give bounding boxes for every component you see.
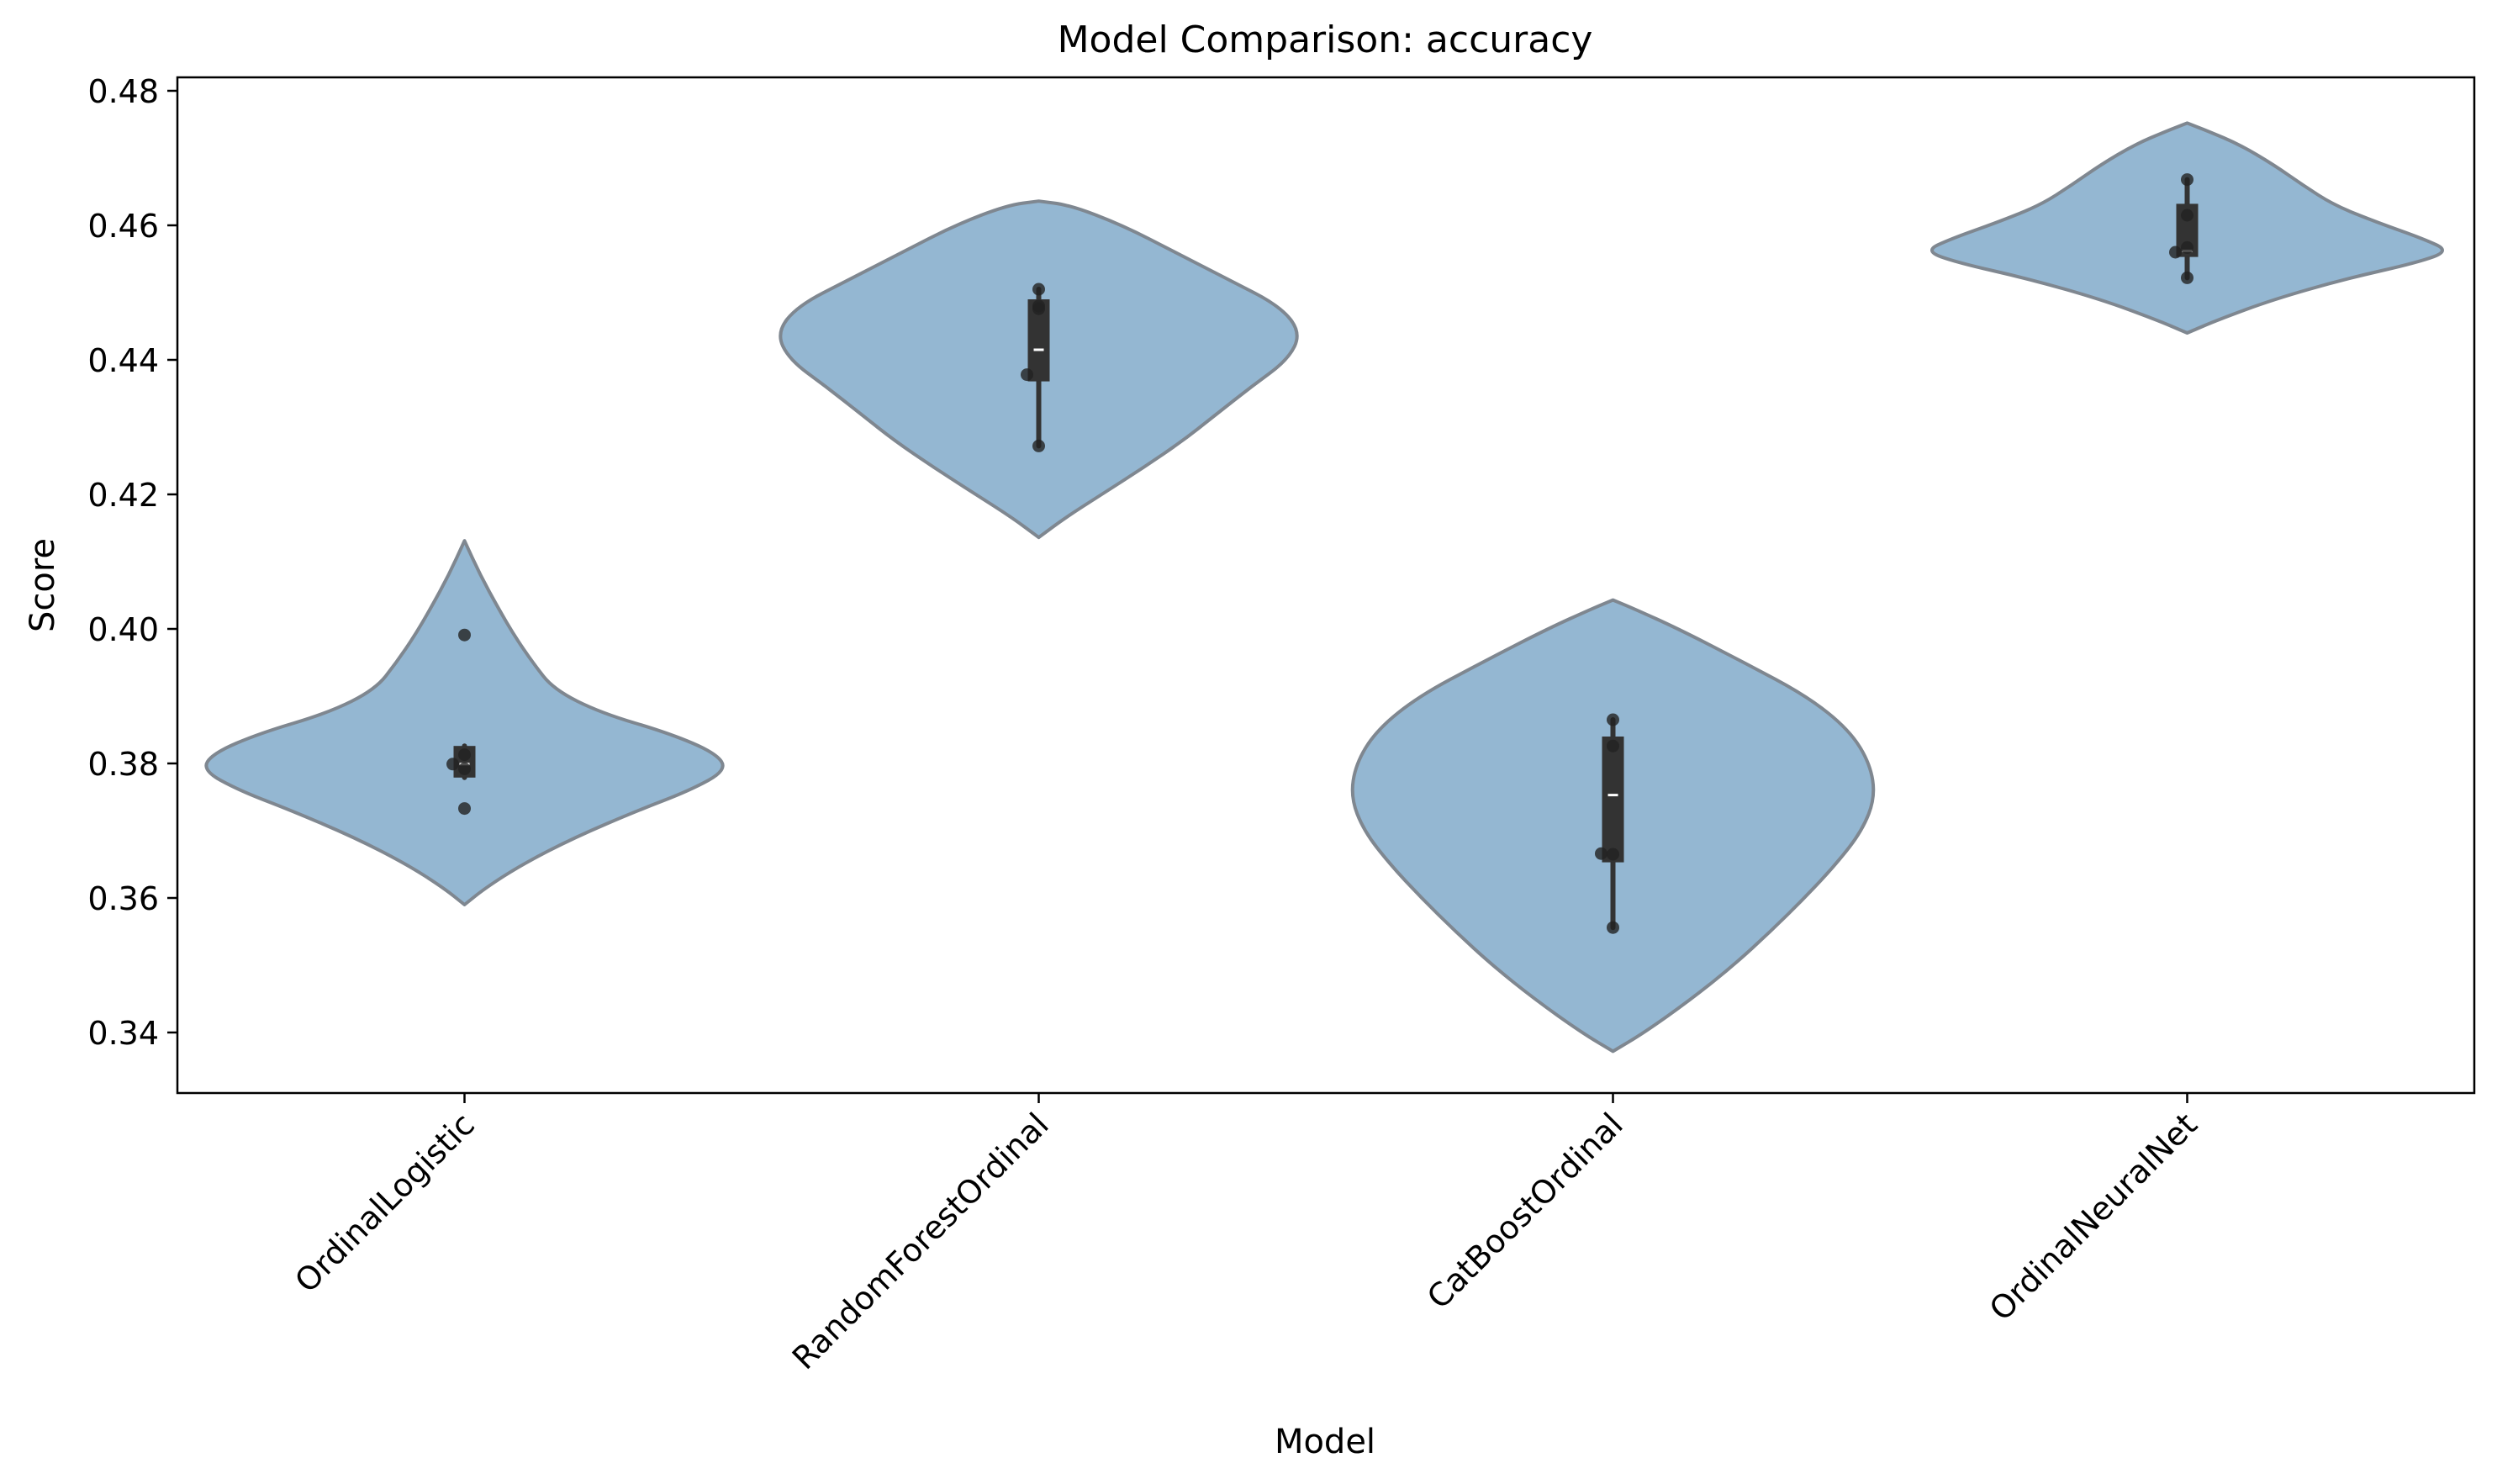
data-point	[458, 762, 471, 775]
data-point	[458, 628, 471, 642]
data-point	[2169, 246, 2182, 259]
data-point	[2181, 173, 2193, 187]
violins-layer	[204, 121, 2444, 1054]
data-point	[2181, 271, 2193, 284]
data-point	[1021, 368, 1033, 382]
y-tick-label: 0.36	[87, 880, 159, 917]
y-tick-label: 0.40	[87, 611, 159, 648]
data-point	[2181, 240, 2193, 254]
data-point	[1032, 283, 1045, 296]
y-tick-label: 0.34	[87, 1015, 159, 1052]
y-tick-label: 0.38	[87, 746, 159, 783]
y-tick-label: 0.48	[87, 73, 159, 110]
data-point	[2181, 209, 2193, 222]
x-axis-label: Model	[1275, 1423, 1375, 1461]
violin-body	[204, 539, 725, 906]
data-point	[446, 758, 459, 771]
data-point	[1607, 713, 1619, 726]
data-point	[458, 748, 471, 762]
violin-box	[1602, 737, 1624, 863]
data-point	[1607, 921, 1619, 934]
y-axis: 0.34 0.36 0.38 0.40 0.42 0.44 0.46 0.48	[87, 73, 177, 1052]
y-tick-label: 0.44	[87, 342, 159, 379]
data-point	[1595, 847, 1607, 860]
data-point	[1032, 439, 1045, 452]
plot-frame	[176, 76, 2476, 1095]
data-point	[1607, 739, 1619, 753]
y-tick-label: 0.46	[87, 208, 159, 245]
data-point	[1032, 299, 1045, 313]
y-axis-label: Score	[24, 538, 62, 632]
chart-title: Model Comparison: accuracy	[1058, 18, 1593, 61]
data-point	[458, 802, 471, 816]
data-point	[1607, 848, 1619, 861]
y-tick-label: 0.42	[87, 477, 159, 514]
